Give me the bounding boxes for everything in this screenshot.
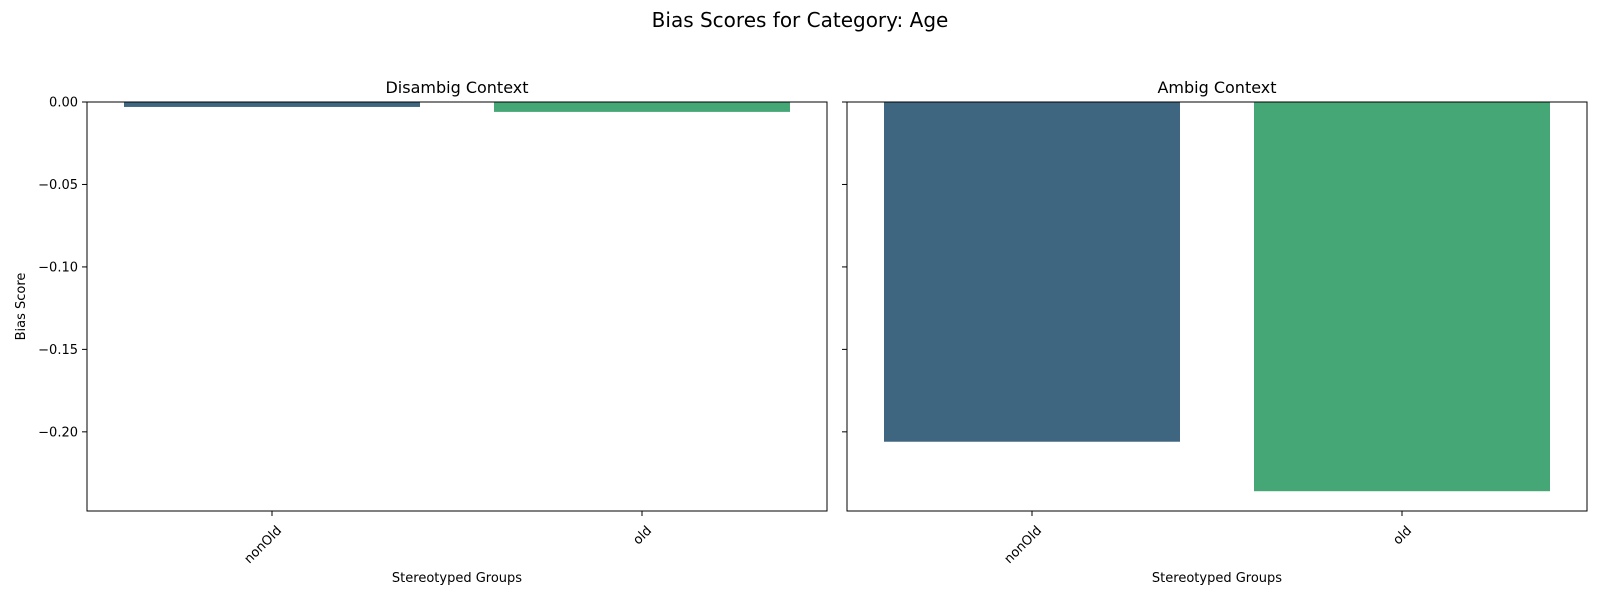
- y-tick-label: −0.05: [38, 178, 78, 193]
- bar-nonOld: [124, 102, 420, 107]
- panel-title: Ambig Context: [1157, 78, 1276, 97]
- y-tick-label: −0.20: [38, 425, 78, 440]
- y-axis-label: Bias Score: [14, 273, 29, 341]
- y-tick-label: −0.15: [38, 343, 78, 358]
- chart-panel-1: 0.00 −0.05 −0.10 −0.15 −0.20 nonOld old Disambi…: [14, 78, 828, 586]
- x-axis-label: Stereotyped Groups: [1152, 571, 1282, 586]
- y-tick-label: −0.10: [38, 260, 78, 275]
- x-tick-label: nonOld: [242, 523, 286, 567]
- axes-frame: [846, 101, 1588, 512]
- x-tick-label: nonOld: [1002, 523, 1046, 567]
- x-tick-label: old: [1390, 523, 1415, 548]
- chart-panel-2: nonOld old Ambig Context Stereotyped Groups: [842, 78, 1588, 586]
- figure-title: Bias Scores for Category: Age: [652, 8, 949, 32]
- x-axis-label: Stereotyped Groups: [392, 571, 522, 586]
- x-tick-label: old: [630, 523, 655, 548]
- panel-title: Disambig Context: [385, 78, 528, 97]
- bar-nonOld: [884, 102, 1180, 442]
- y-tick-label: 0.00: [49, 96, 78, 111]
- bar-old: [494, 102, 790, 112]
- axes-frame: [86, 101, 828, 512]
- bar-old: [1254, 102, 1550, 492]
